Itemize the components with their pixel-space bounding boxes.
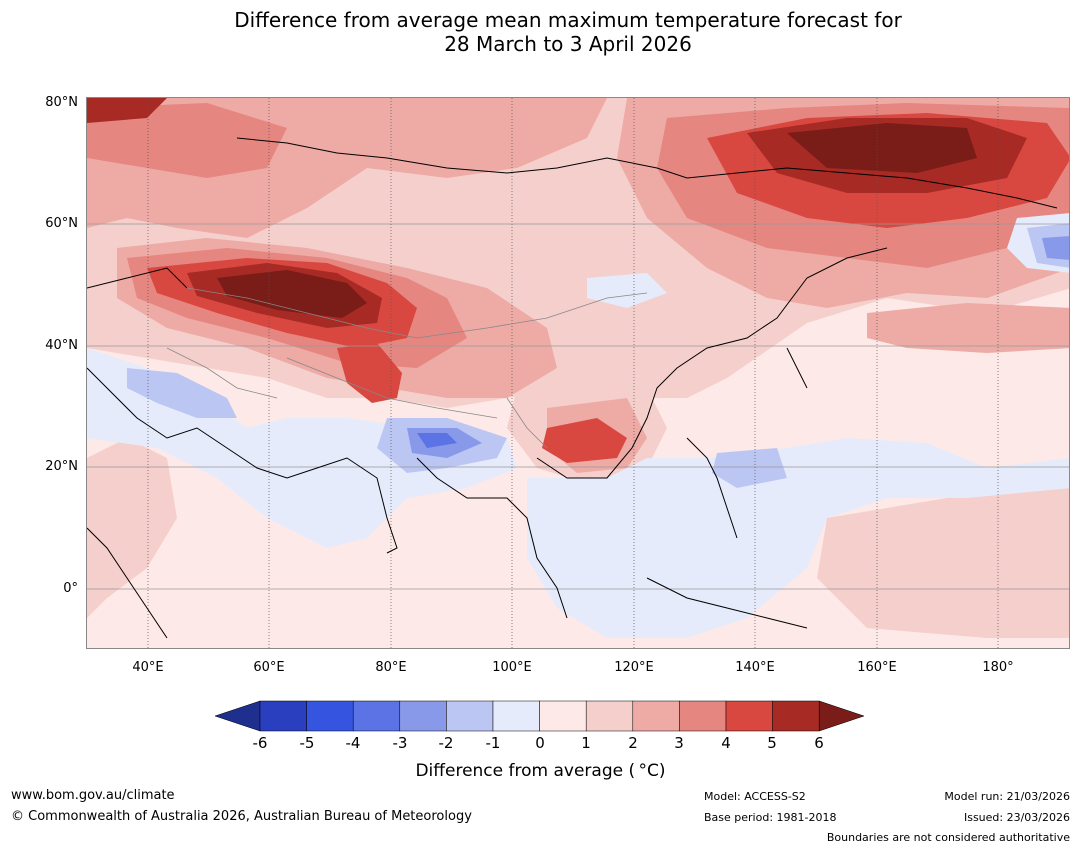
latitude-gridlines bbox=[87, 223, 1069, 590]
anomaly-band-neg-mongolia bbox=[587, 273, 667, 308]
footer-copyright: © Commonwealth of Australia 2026, Austra… bbox=[11, 809, 472, 824]
map-title: Difference from average mean maximum tem… bbox=[0, 8, 1081, 56]
legend-tick: -4 bbox=[345, 734, 361, 752]
anomaly-band-4-5-tibet bbox=[337, 343, 402, 403]
lon-label-160e: 160°E bbox=[857, 660, 897, 675]
lon-label-120e: 120°E bbox=[614, 660, 654, 675]
legend-swatch-1 bbox=[585, 700, 634, 732]
legend-tick: 6 bbox=[814, 734, 824, 752]
forecast-map[interactable] bbox=[86, 97, 1070, 649]
legend-tick: 3 bbox=[674, 734, 684, 752]
footer-website-link[interactable]: www.bom.gov.au/climate bbox=[11, 788, 175, 803]
lon-label-100e: 100°E bbox=[492, 660, 532, 675]
anomaly-band-m1-m2-arabia bbox=[127, 368, 237, 418]
legend-swatch-minus-3 bbox=[399, 700, 447, 732]
lat-label-0: 0° bbox=[63, 581, 78, 596]
title-line-1: Difference from average mean maximum tem… bbox=[234, 8, 902, 32]
anomaly-band-gt6-siberia bbox=[787, 123, 977, 173]
coastlines bbox=[87, 137, 1058, 639]
legend-swatch-below-minus-6 bbox=[215, 700, 261, 732]
anomaly-band-m2-m3-pacific bbox=[1042, 236, 1069, 260]
footer-disclaimer: Boundaries are not considered authoritat… bbox=[826, 831, 1070, 844]
anomaly-band-1-2-arabia bbox=[87, 438, 177, 618]
lat-label-20n: 20°N bbox=[45, 459, 78, 474]
legend-swatch-minus-2 bbox=[446, 700, 494, 732]
legend-swatch-minus-5 bbox=[306, 700, 354, 732]
country-borders bbox=[166, 287, 648, 449]
anomaly-band-2-3-pacific bbox=[867, 303, 1069, 353]
footer-base-period: Base period: 1981-2018 bbox=[704, 811, 837, 824]
legend-tick: 2 bbox=[628, 734, 638, 752]
lat-label-40n: 40°N bbox=[45, 338, 78, 353]
lat-label-80n: 80°N bbox=[45, 95, 78, 110]
legend-colorbar bbox=[215, 700, 865, 732]
legend-tick: 0 bbox=[535, 734, 545, 752]
lon-label-40e: 40°E bbox=[132, 660, 164, 675]
anomaly-band-5-6-europe bbox=[87, 98, 167, 123]
lon-label-80e: 80°E bbox=[375, 660, 407, 675]
anomaly-band-neg-seasia bbox=[527, 438, 1069, 638]
anomaly-band-gt6-kazakh bbox=[217, 270, 367, 318]
legend-swatch-minus-6 bbox=[259, 700, 307, 732]
legend-tick: 1 bbox=[581, 734, 591, 752]
legend-swatch-3 bbox=[679, 700, 727, 732]
anomaly-band-3-4-europe bbox=[87, 103, 287, 178]
legend-label: Difference from average ( °C) bbox=[415, 761, 666, 781]
footer-issued: Issued: 23/03/2026 bbox=[963, 811, 1070, 824]
footer-model-run: Model run: 21/03/2026 bbox=[944, 790, 1070, 803]
legend-swatch-4 bbox=[725, 700, 773, 732]
map-canvas bbox=[87, 98, 1069, 648]
legend-swatch-minus-4 bbox=[352, 700, 401, 732]
lat-label-60n: 60°N bbox=[45, 216, 78, 231]
lon-label-140e: 140°E bbox=[735, 660, 775, 675]
anomaly-band-m3-m4-bengal bbox=[417, 433, 457, 448]
anomaly-band-m1-m2-philippine-sea bbox=[712, 448, 787, 488]
legend-tick: 5 bbox=[767, 734, 777, 752]
lon-label-180: 180° bbox=[982, 660, 1014, 675]
legend-swatch-minus-1 bbox=[492, 700, 540, 732]
longitude-gridlines bbox=[147, 98, 999, 648]
legend-tick: 4 bbox=[721, 734, 731, 752]
legend-swatch-5 bbox=[772, 700, 820, 732]
title-line-2: 28 March to 3 April 2026 bbox=[444, 32, 692, 56]
legend-swatch-above-6 bbox=[818, 700, 865, 732]
lon-label-60e: 60°E bbox=[253, 660, 285, 675]
legend-tick: -2 bbox=[438, 734, 454, 752]
anomaly-band-1-2-pacific bbox=[817, 483, 1069, 638]
legend-tick: -3 bbox=[392, 734, 408, 752]
footer-model: Model: ACCESS-S2 bbox=[704, 790, 806, 803]
legend-swatch-2 bbox=[632, 700, 680, 732]
legend-tick: -5 bbox=[299, 734, 315, 752]
legend-swatch-0 bbox=[539, 700, 587, 732]
legend-tick: -1 bbox=[485, 734, 501, 752]
legend-tick: -6 bbox=[252, 734, 268, 752]
anomaly-band-4-5-china bbox=[542, 418, 627, 463]
